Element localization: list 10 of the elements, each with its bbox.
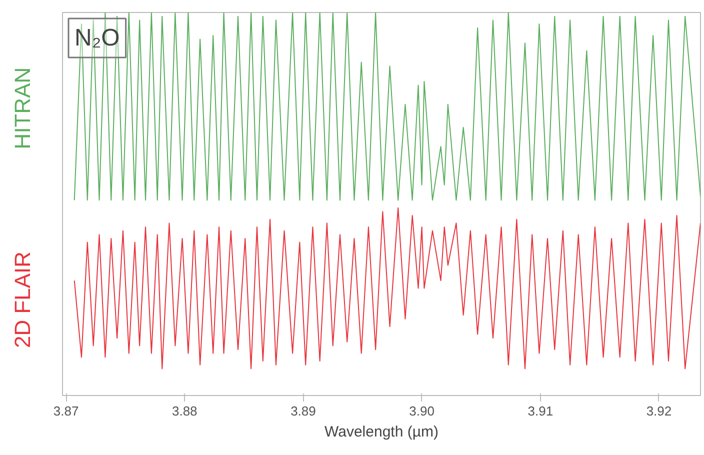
x-axis-title: Wavelength (µm) — [324, 424, 438, 440]
text: 2D FLAIR — [10, 251, 35, 348]
x-tick-label: 3.89 — [290, 404, 316, 418]
text: HITRAN — [10, 67, 35, 150]
x-tick-label: 3.87 — [53, 404, 79, 418]
annotation: N₂O — [74, 24, 120, 52]
x-tick-label: 3.92 — [646, 404, 672, 418]
x-tick-label: 3.91 — [528, 404, 554, 418]
x-tick-label: 3.88 — [172, 404, 198, 418]
x-tick-label: 3.90 — [409, 404, 434, 418]
